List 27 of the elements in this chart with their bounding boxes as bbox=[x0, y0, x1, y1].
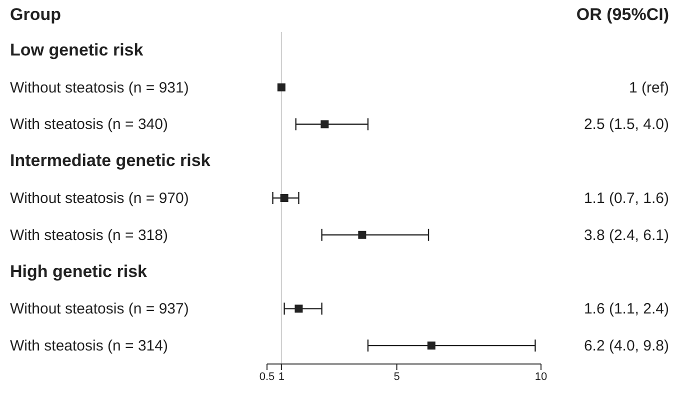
y-tick-label: Without steatosis (n = 937) bbox=[10, 300, 189, 318]
data-label: 1 (ref) bbox=[628, 79, 669, 96]
y-tick-label: With steatosis (n = 314) bbox=[10, 338, 168, 355]
data-label: 2.5 (1.5, 4.0) bbox=[584, 116, 669, 134]
point bbox=[358, 230, 366, 239]
data-label: 6.2 (4.0, 9.8) bbox=[584, 338, 669, 355]
y-tick-label: High genetic risk bbox=[10, 262, 148, 281]
y-tick-label: Without steatosis (n = 931) bbox=[10, 79, 189, 96]
y-tick-label: Without steatosis (n = 970) bbox=[10, 190, 189, 207]
data-label: 1.1 (0.7, 1.6) bbox=[584, 190, 669, 207]
data-label: 3.8 (2.4, 6.1) bbox=[584, 226, 669, 244]
y-tick-label: Intermediate genetic risk bbox=[10, 151, 211, 170]
point bbox=[277, 83, 286, 92]
data-label: 1.6 (1.1, 2.4) bbox=[584, 300, 669, 318]
x-tick-label: 10 bbox=[534, 370, 548, 383]
x-tick-label: 5 bbox=[394, 370, 400, 383]
point bbox=[427, 342, 436, 350]
y-axis-title: Group bbox=[10, 5, 61, 24]
point bbox=[294, 304, 303, 313]
x-tick-label: 0.5 bbox=[259, 370, 275, 383]
point bbox=[280, 194, 288, 202]
y-tick-label: With steatosis (n = 340) bbox=[10, 116, 168, 134]
x-tick-label: 1 bbox=[278, 370, 284, 383]
point bbox=[320, 120, 329, 128]
text: OR (95%CI) bbox=[576, 5, 669, 24]
y-tick-label: Low genetic risk bbox=[10, 40, 144, 60]
y-tick-label: With steatosis (n = 318) bbox=[10, 226, 168, 244]
